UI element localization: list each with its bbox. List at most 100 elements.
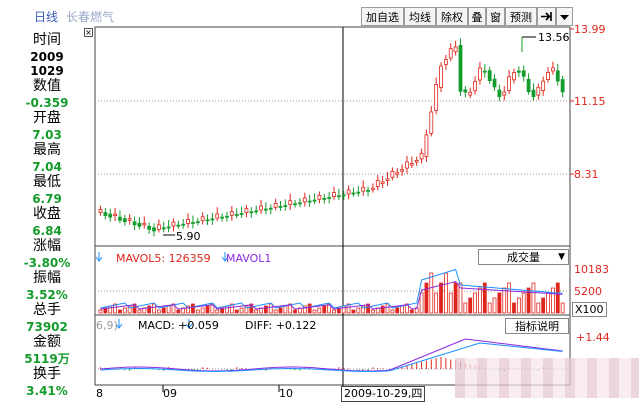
volume-bar: [302, 305, 307, 314]
candle-body: [380, 181, 385, 184]
candle-body: [195, 221, 200, 224]
close-label: 收盘: [33, 206, 61, 222]
candle-body: [191, 222, 195, 224]
macd-dif-line: [100, 338, 563, 372]
candle-body: [317, 194, 322, 200]
volume-bar: [507, 282, 512, 314]
volume-bar: [400, 305, 405, 314]
volume-bar: [555, 282, 560, 314]
candle-body: [161, 227, 166, 230]
close-x-icon[interactable]: ×: [84, 28, 93, 37]
moving-average-button[interactable]: 均线: [404, 7, 436, 26]
volume-axis-top: 10183: [574, 263, 609, 276]
candle-body: [166, 226, 171, 229]
mavol5-line: [100, 268, 563, 309]
overlay-button[interactable]: 叠: [468, 7, 486, 26]
candle-body: [356, 191, 361, 194]
volume-bar: [521, 292, 526, 314]
candle-body: [448, 48, 453, 59]
macd-params: 6,9): [96, 319, 118, 332]
mavol5-label: MAVOL5: 126359: [116, 252, 211, 265]
period-title[interactable]: 日线: [34, 10, 59, 24]
indicator-help-button[interactable]: 指标说明: [505, 318, 569, 334]
candle-body: [560, 79, 565, 93]
volume-bar: [229, 303, 234, 314]
candle-body: [122, 218, 127, 223]
time-label: 时间: [33, 32, 61, 48]
high-annotation: 13.56: [538, 31, 570, 44]
amount-label: 金额: [33, 334, 61, 350]
volume-bar: [341, 305, 346, 314]
volume-bar: [546, 292, 550, 314]
volume-bar: [156, 309, 161, 314]
indicator-selector[interactable]: 成交量 ▼: [478, 249, 569, 265]
candle-body: [361, 186, 366, 192]
candle-body: [507, 76, 512, 91]
candle-body: [429, 111, 434, 134]
candle-body: [156, 224, 161, 230]
volume-bar: [161, 307, 166, 314]
candle-body: [327, 197, 332, 199]
amount-value: 5119万: [24, 352, 70, 366]
dropdown-triangle-icon[interactable]: [556, 7, 573, 26]
volume-bar: [429, 272, 434, 314]
candle-body: [152, 227, 156, 232]
candle-body: [127, 218, 132, 221]
volume-bar: [497, 292, 502, 314]
candle-body: [551, 67, 555, 72]
candle-body: [186, 219, 190, 224]
volume-bar: [293, 309, 297, 314]
volume-bar: [317, 307, 322, 314]
quote-info-panel: 时间 2009 1029 数值 -0.359 开盘 7.03 最高 7.04 最…: [0, 27, 94, 418]
volume-bar: [531, 282, 536, 314]
candle-body: [546, 72, 550, 80]
candle-body: [541, 80, 546, 91]
candle-body: [395, 172, 400, 175]
candle-body: [512, 72, 516, 81]
candle-body: [283, 205, 288, 207]
arrow-down-icon: [221, 252, 229, 262]
candle-body: [516, 70, 521, 73]
add-watchlist-button[interactable]: 加自选: [361, 7, 404, 26]
volume-bar: [409, 309, 414, 314]
volume-bar: [419, 292, 424, 314]
volume-bar: [210, 303, 215, 314]
candle-body: [234, 214, 239, 216]
volume-bar: [137, 309, 142, 314]
candle-body: [443, 59, 448, 65]
chart-header: 日线 长春燃气 加自选 均线 除权 叠 窗 预测: [0, 0, 639, 27]
volume-bar: [448, 292, 453, 314]
volume-bar: [98, 309, 103, 314]
diff-label: DIFF: +0.122: [245, 319, 317, 332]
volume-bar: [385, 303, 390, 314]
volume-unit: X100: [572, 302, 607, 317]
candle-body: [278, 206, 283, 208]
volume-bar: [132, 303, 137, 314]
window-button[interactable]: 窗: [486, 7, 505, 26]
candle-body: [249, 211, 254, 214]
candle-body: [263, 208, 268, 211]
forecast-button[interactable]: 预测: [505, 7, 537, 26]
arrow-down-icon: [115, 319, 123, 329]
candle-body: [288, 200, 293, 206]
change-value: -3.80%: [23, 256, 71, 270]
stock-name: 长春燃气: [66, 10, 115, 24]
change-label: 涨幅: [33, 238, 61, 254]
candle-body: [439, 65, 443, 88]
fullscreen-arrow-icon[interactable]: [537, 7, 556, 26]
candle-body: [181, 223, 186, 226]
candle-body: [171, 221, 176, 227]
volume-bar: [512, 302, 516, 314]
volume-bar: [434, 292, 439, 314]
volume-bar: [283, 305, 288, 314]
candle-body: [366, 189, 370, 192]
volume-bar: [234, 309, 239, 314]
candle-body: [147, 225, 152, 230]
candle-body: [497, 89, 502, 98]
volume-bar: [312, 309, 317, 314]
volume-bar: [478, 287, 482, 314]
volume-bar: [307, 303, 312, 314]
ex-rights-button[interactable]: 除权: [436, 7, 468, 26]
volume-bar: [463, 302, 468, 314]
